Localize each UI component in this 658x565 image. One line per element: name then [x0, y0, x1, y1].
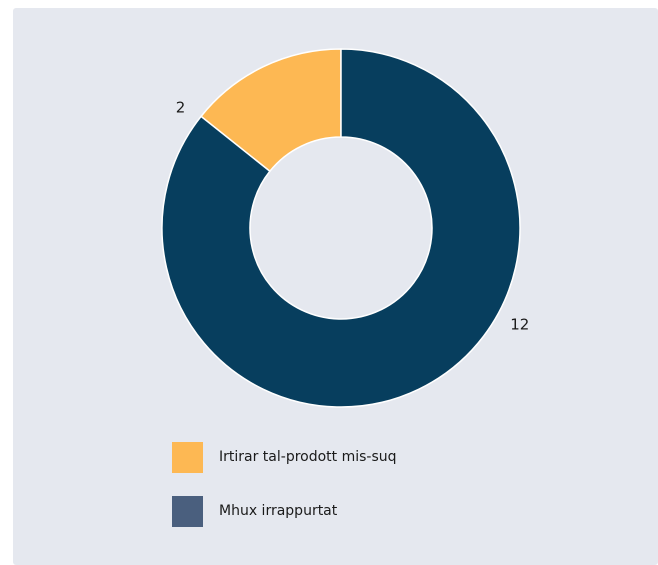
legend: Irtirar tal-prodott mis-suq Mhux irrappu…	[172, 441, 397, 549]
data-label: 2	[176, 98, 186, 116]
legend-item[interactable]: Irtirar tal-prodott mis-suq	[172, 441, 397, 473]
legend-swatch	[172, 495, 203, 527]
donut-slices	[161, 48, 521, 408]
legend-item[interactable]: Mhux irrappurtat	[172, 495, 397, 527]
legend-label: Irtirar tal-prodott mis-suq	[219, 449, 397, 465]
data-label: 12	[510, 315, 529, 333]
legend-label: Mhux irrappurtat	[219, 503, 338, 519]
legend-swatch	[172, 441, 203, 473]
data-labels: 2 12	[176, 98, 530, 333]
donut-slice[interactable]	[161, 48, 521, 408]
